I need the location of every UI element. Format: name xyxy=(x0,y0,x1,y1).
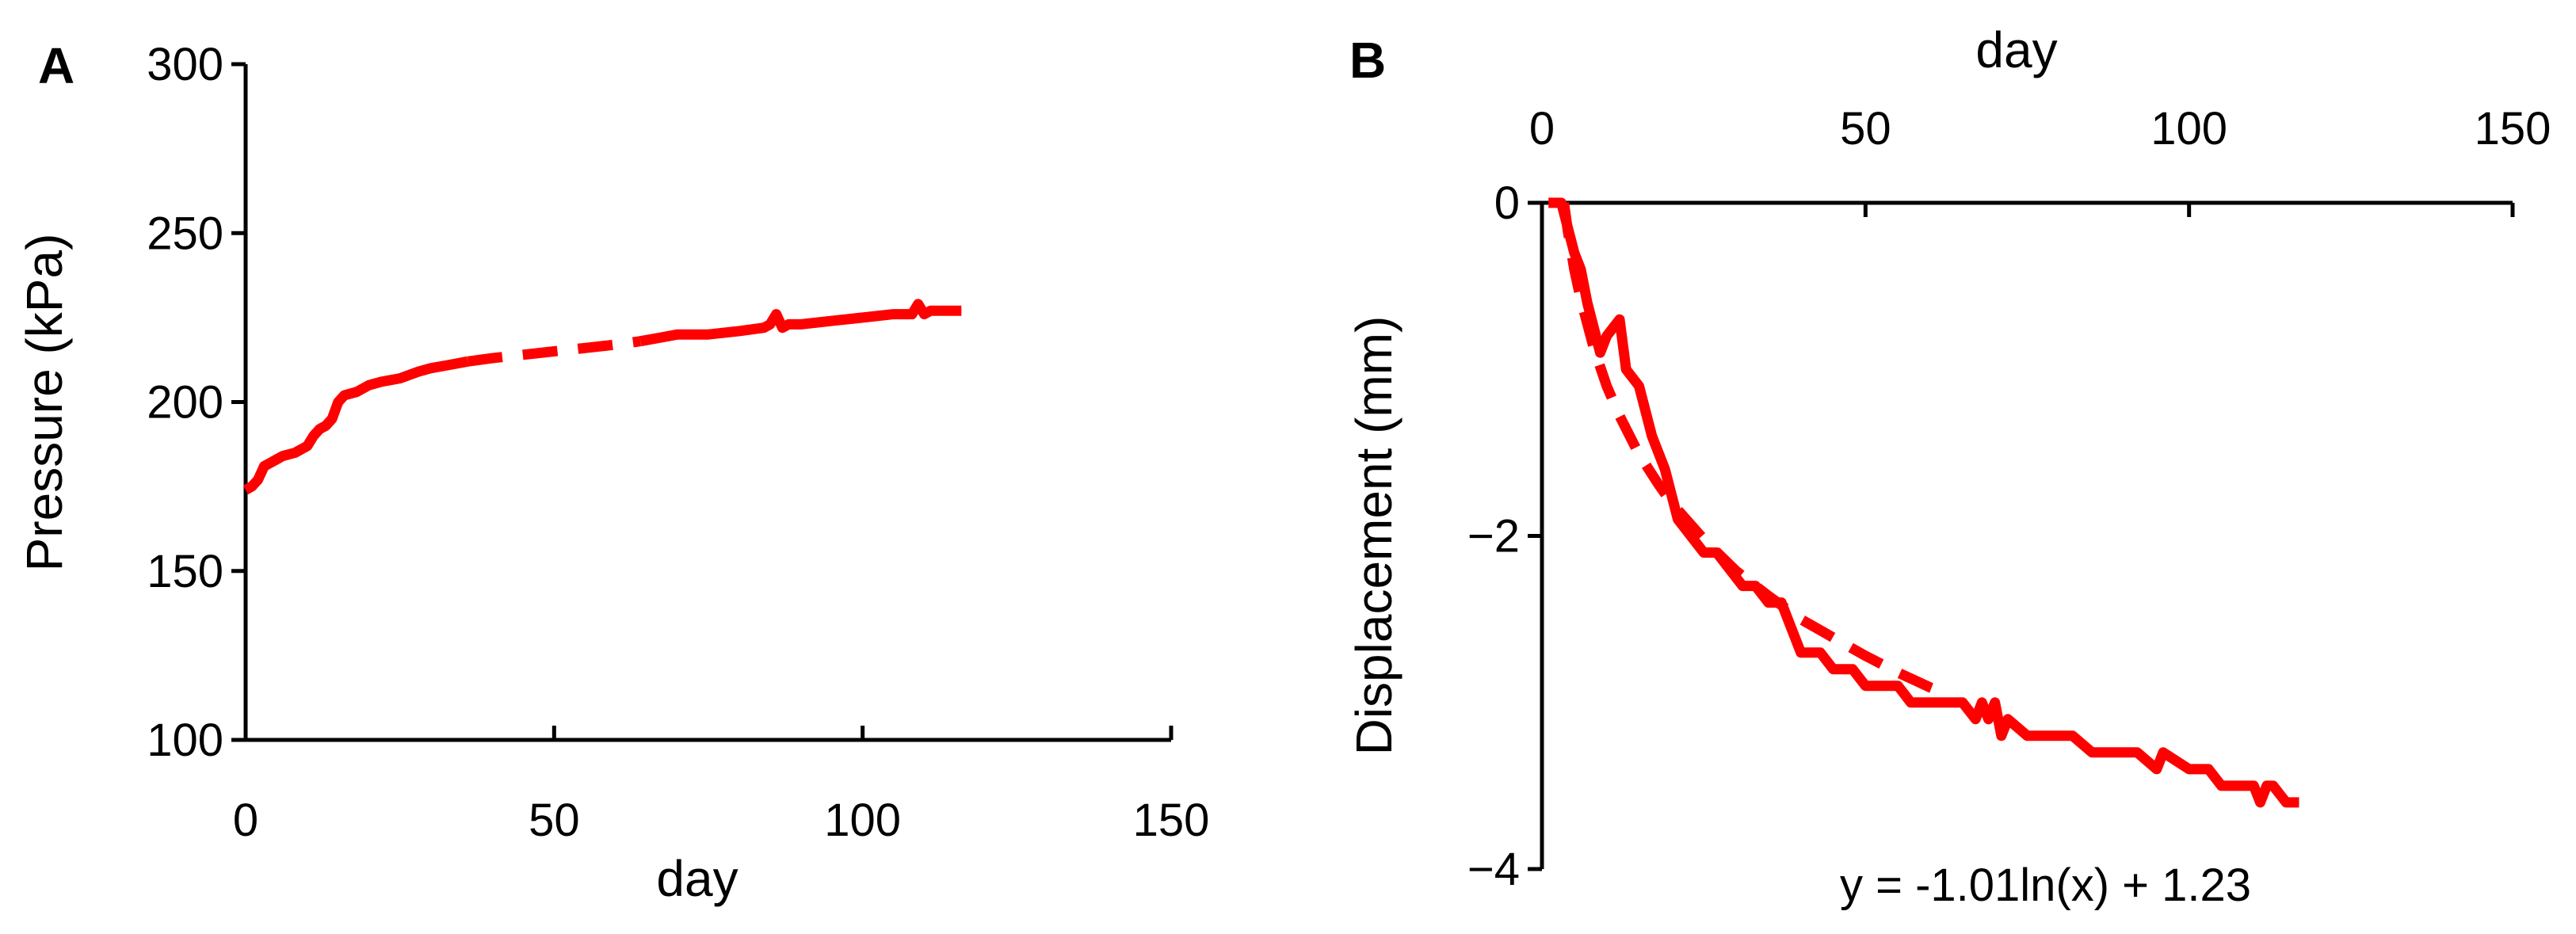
panel-a-x-ticks: 0 50 100 150 xyxy=(233,726,1210,846)
panel-b-x-tick-label: 150 xyxy=(2475,103,2551,154)
panel-a-series xyxy=(242,299,962,495)
panel-a-series-line xyxy=(467,336,642,367)
panel-a-series-line xyxy=(639,299,962,347)
panel-a-letter: A xyxy=(38,37,74,94)
panel-b-x-axis-title: day xyxy=(1975,21,2057,78)
panel-a-y-tick-label: 250 xyxy=(147,208,223,259)
panel-a-x-tick-label: 50 xyxy=(529,795,580,846)
panel-b-y-tick-label: 0 xyxy=(1494,177,1520,229)
panel-b-letter: B xyxy=(1349,32,1386,89)
panel-a-y-tick-label: 200 xyxy=(147,377,223,429)
panel-a-x-tick-label: 150 xyxy=(1133,795,1210,846)
panel-a-y-tick-label: 150 xyxy=(147,546,223,597)
panel-a-chart: A 100 150 200 250 300 0 50 100 150 day Pressure… xyxy=(16,37,1209,907)
panel-b-series-line xyxy=(1559,202,1945,698)
panel-b-chart: B −4−20 0 50 100 150 day Displacement (mm) … xyxy=(1345,21,2551,911)
panel-a-x-axis-title: day xyxy=(656,850,738,907)
panel-b-x-tick-label: 100 xyxy=(2150,103,2227,154)
panel-a-x-tick-label: 100 xyxy=(824,795,901,846)
panel-b-x-ticks: 0 50 100 150 xyxy=(1529,103,2551,217)
panel-b-series xyxy=(1548,197,2299,808)
panel-b-y-ticks: −4 −2 0 xyxy=(1467,177,1542,895)
panel-a-y-axis-title: Pressure (kPa) xyxy=(16,234,73,572)
panel-a-y-tick-label: 300 xyxy=(147,39,223,90)
panel-b-y-tick-label: −4 xyxy=(1467,844,1520,895)
panel-b-series-line xyxy=(1548,197,2299,808)
panel-b-x-tick-label: 50 xyxy=(1840,103,1891,154)
panel-b-y-axis-title: Displacement (mm) xyxy=(1345,316,1402,756)
panel-b-fit-equation: y = -1.01ln(x) + 1.23 xyxy=(1840,860,2251,911)
panel-b-y-tick-label: −2 xyxy=(1467,511,1520,562)
panel-a-x-tick-label: 0 xyxy=(233,795,258,846)
panel-a-y-ticks: 100 150 200 250 300 xyxy=(147,39,246,766)
panel-a-series-line xyxy=(242,356,469,495)
panel-a-y-tick-label: 100 xyxy=(147,715,223,766)
panel-b-x-tick-label: 0 xyxy=(1529,103,1555,154)
